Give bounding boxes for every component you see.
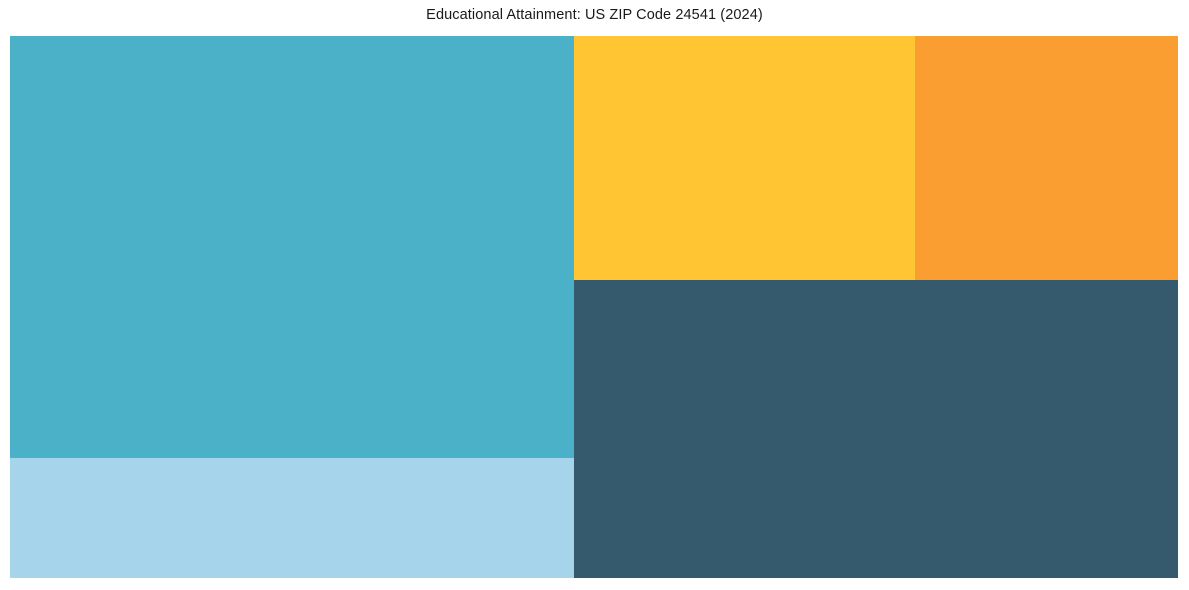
treemap-tile[interactable] (915, 36, 1178, 280)
treemap-plot-area (10, 36, 1178, 578)
treemap-tile[interactable] (10, 36, 574, 458)
treemap-tile[interactable] (10, 458, 574, 578)
chart-title: Educational Attainment: US ZIP Code 2454… (426, 7, 763, 23)
treemap-tile[interactable] (574, 280, 1178, 578)
treemap-tile[interactable] (574, 36, 915, 280)
